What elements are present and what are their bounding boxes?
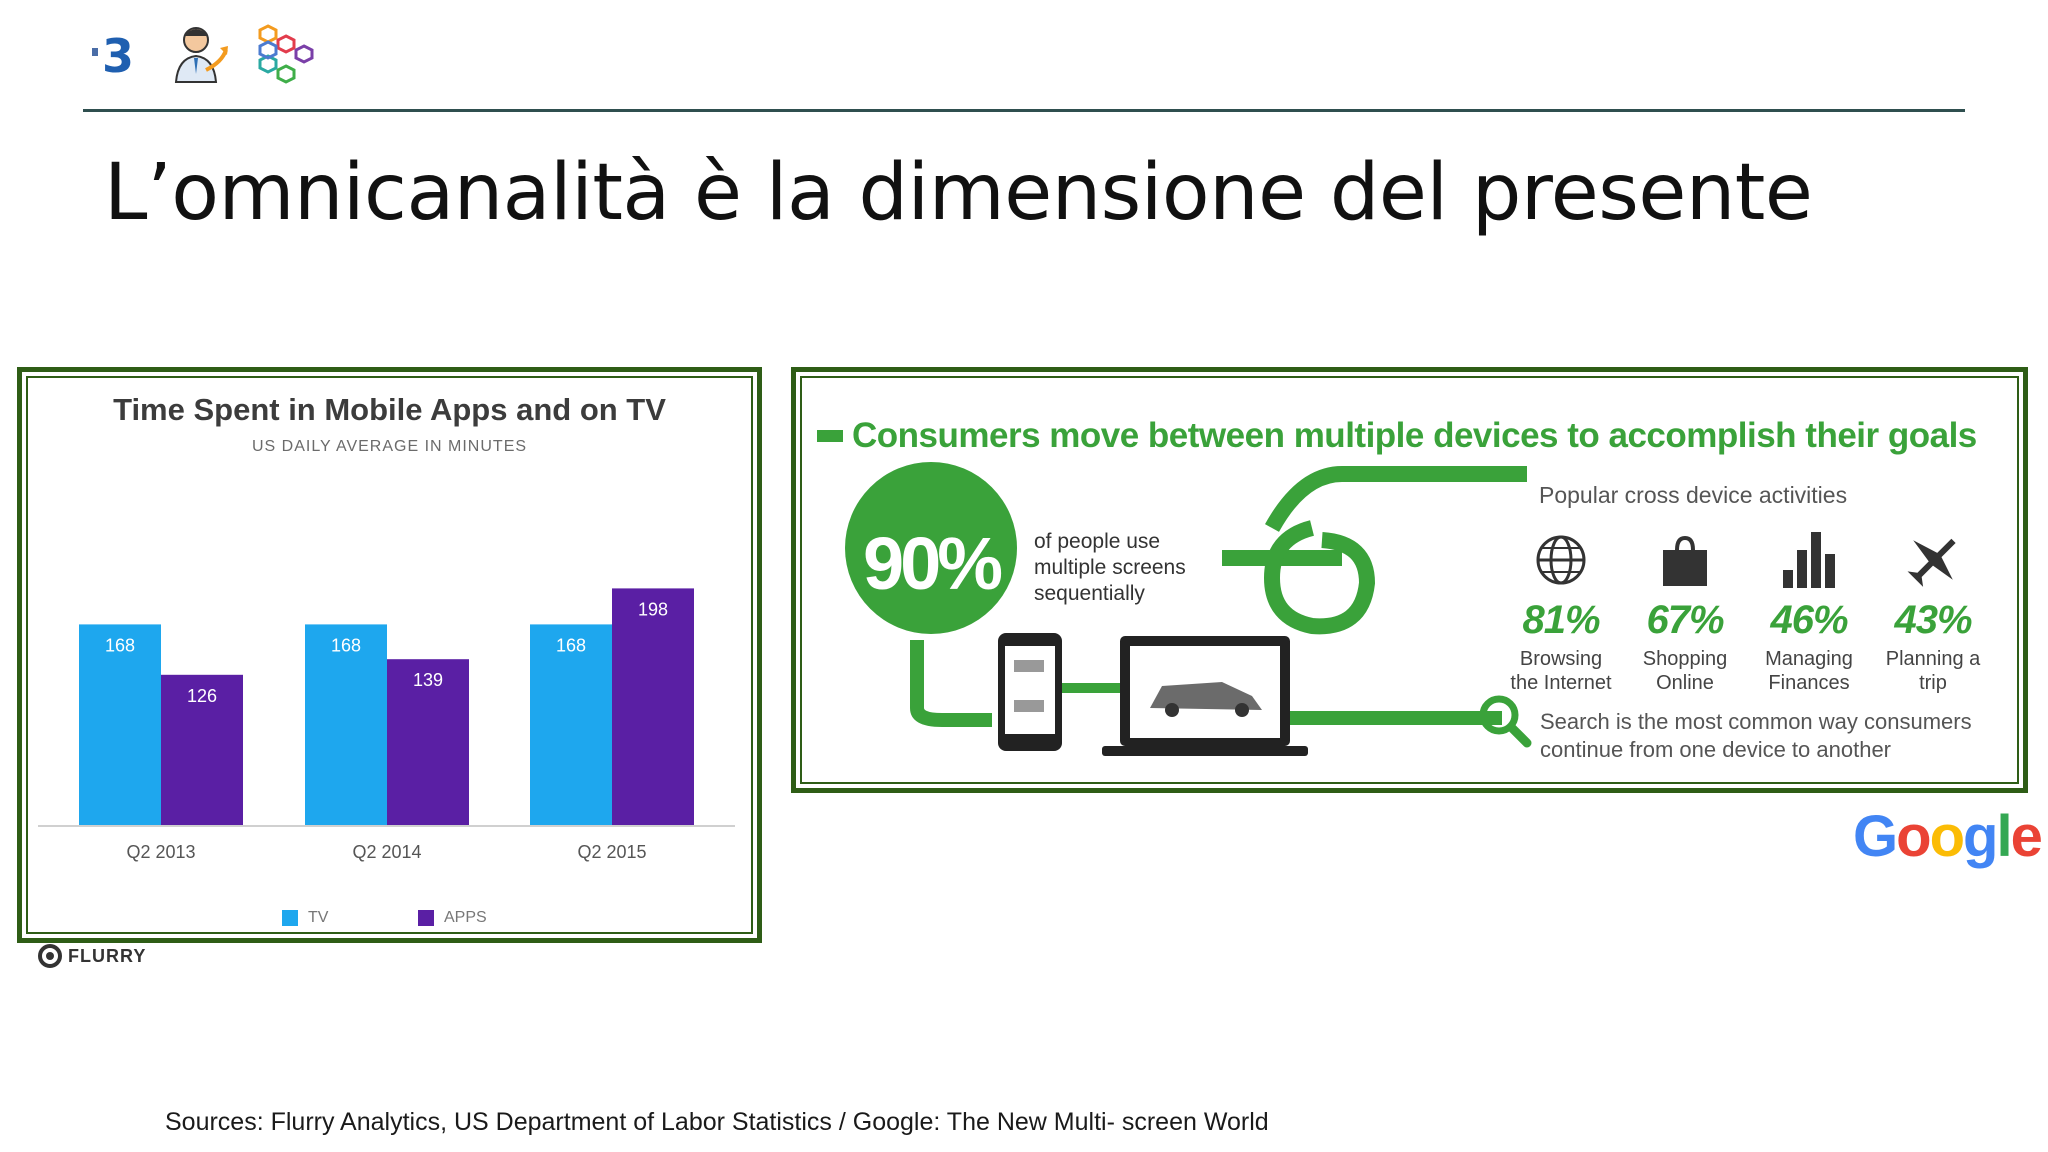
bar-tv-1 [305,624,387,826]
flurry-wordmark: FLURRY [68,945,147,966]
search-statement: Search is the most common way consumers … [1540,709,1972,762]
x-tick-label: Q2 2015 [577,842,646,862]
bar-apps-1 [387,659,469,826]
bar-apps-2 [612,588,694,826]
google-letter: o [1929,804,1965,869]
activity-shopping: 67% Shopping Online [1620,528,1750,695]
activity-percent: 46% [1770,598,1848,642]
bar-value-label: 168 [105,635,135,655]
google-letter: o [1896,804,1931,869]
activity-percent: 43% [1894,598,1972,642]
phone-icon [998,633,1062,751]
x-tick-label: Q2 2014 [352,842,421,862]
sources-footnote: Sources: Flurry Analytics, US Department… [165,1108,1269,1136]
google-letter: G [1853,804,1898,869]
activity-percent: 67% [1646,598,1724,642]
activity-label: Planning a trip [1885,648,1981,694]
bar-chart: 168 126 Q2 2013 168 139 Q2 2014 168 198 Q2 2015 [38,588,735,862]
google-letter: e [2010,804,2043,869]
chart-panel: Time Spent in Mobile Apps and on TV US D… [26,376,753,934]
activity-trip: 43% Planning a trip [1868,528,1998,695]
bar-value-label: 168 [556,635,586,655]
activity-browsing: 81% Browsing the Internet [1496,528,1626,695]
legend-label-tv: TV [308,909,329,926]
infographic-graphics [845,462,1532,756]
google-letter: l [1996,804,2012,869]
bar-apps-0 [161,674,243,826]
magnifier-icon [1479,695,1532,748]
globe-icon [1496,528,1626,592]
chart-title: Time Spent in Mobile Apps and on TV [113,392,666,427]
activity-label: Shopping Online [1642,648,1728,694]
header-divider [83,109,1965,112]
activity-finances: 46% Managing Finances [1744,528,1874,695]
activity-label: Browsing the Internet [1510,648,1612,694]
slide-title: L’omnicanalità è la dimensione del prese… [104,148,1813,238]
google-logo: Google [1853,803,2043,870]
bar-chart-icon [1744,528,1874,592]
legend-swatch-tv [282,910,298,926]
big-stat-text: of people use multiple screens sequentia… [1034,530,1186,605]
bar-tv-2 [530,624,612,826]
legend-item-tv: TV [282,909,328,927]
bar-value-label: 139 [413,670,443,690]
activity-label: Managing Finances [1765,648,1853,694]
big-stat-value: 90% [862,522,1003,605]
flurry-logo: FLURRY [38,944,146,968]
headline-marker [817,430,843,442]
popular-activities-label: Popular cross device activities [1539,482,1848,508]
airplane-icon [1868,528,1998,592]
header-logos: 3 [92,24,314,84]
b-logo-icon: 3 [92,29,134,83]
activity-percent: 81% [1522,598,1600,642]
svg-text:3: 3 [102,29,134,83]
legend-item-apps: APPS [418,909,487,927]
flurry-icon [38,944,62,968]
chart-subtitle: US DAILY AVERAGE IN MINUTES [251,438,528,455]
x-tick-label: Q2 2013 [126,842,195,862]
infographic-frame: Consumers move between multiple devices … [791,367,2028,793]
big-stat-circle [845,462,1017,634]
hexagons-icon [258,24,314,84]
bar-tv-0 [79,624,161,826]
infographic-headline: Consumers move between multiple devices … [852,416,1977,455]
legend-label-apps: APPS [444,909,487,926]
legend-swatch-apps [418,910,434,926]
businessman-icon [174,27,228,83]
bar-value-label: 168 [331,635,361,655]
bar-value-label: 126 [187,686,217,706]
shopping-bag-icon [1620,528,1750,592]
laptop-icon [1102,636,1308,756]
google-letter: g [1963,804,1998,869]
infographic-panel: Consumers move between multiple devices … [800,376,2019,784]
chart-frame: Time Spent in Mobile Apps and on TV US D… [17,367,762,943]
bar-value-label: 198 [638,599,668,619]
